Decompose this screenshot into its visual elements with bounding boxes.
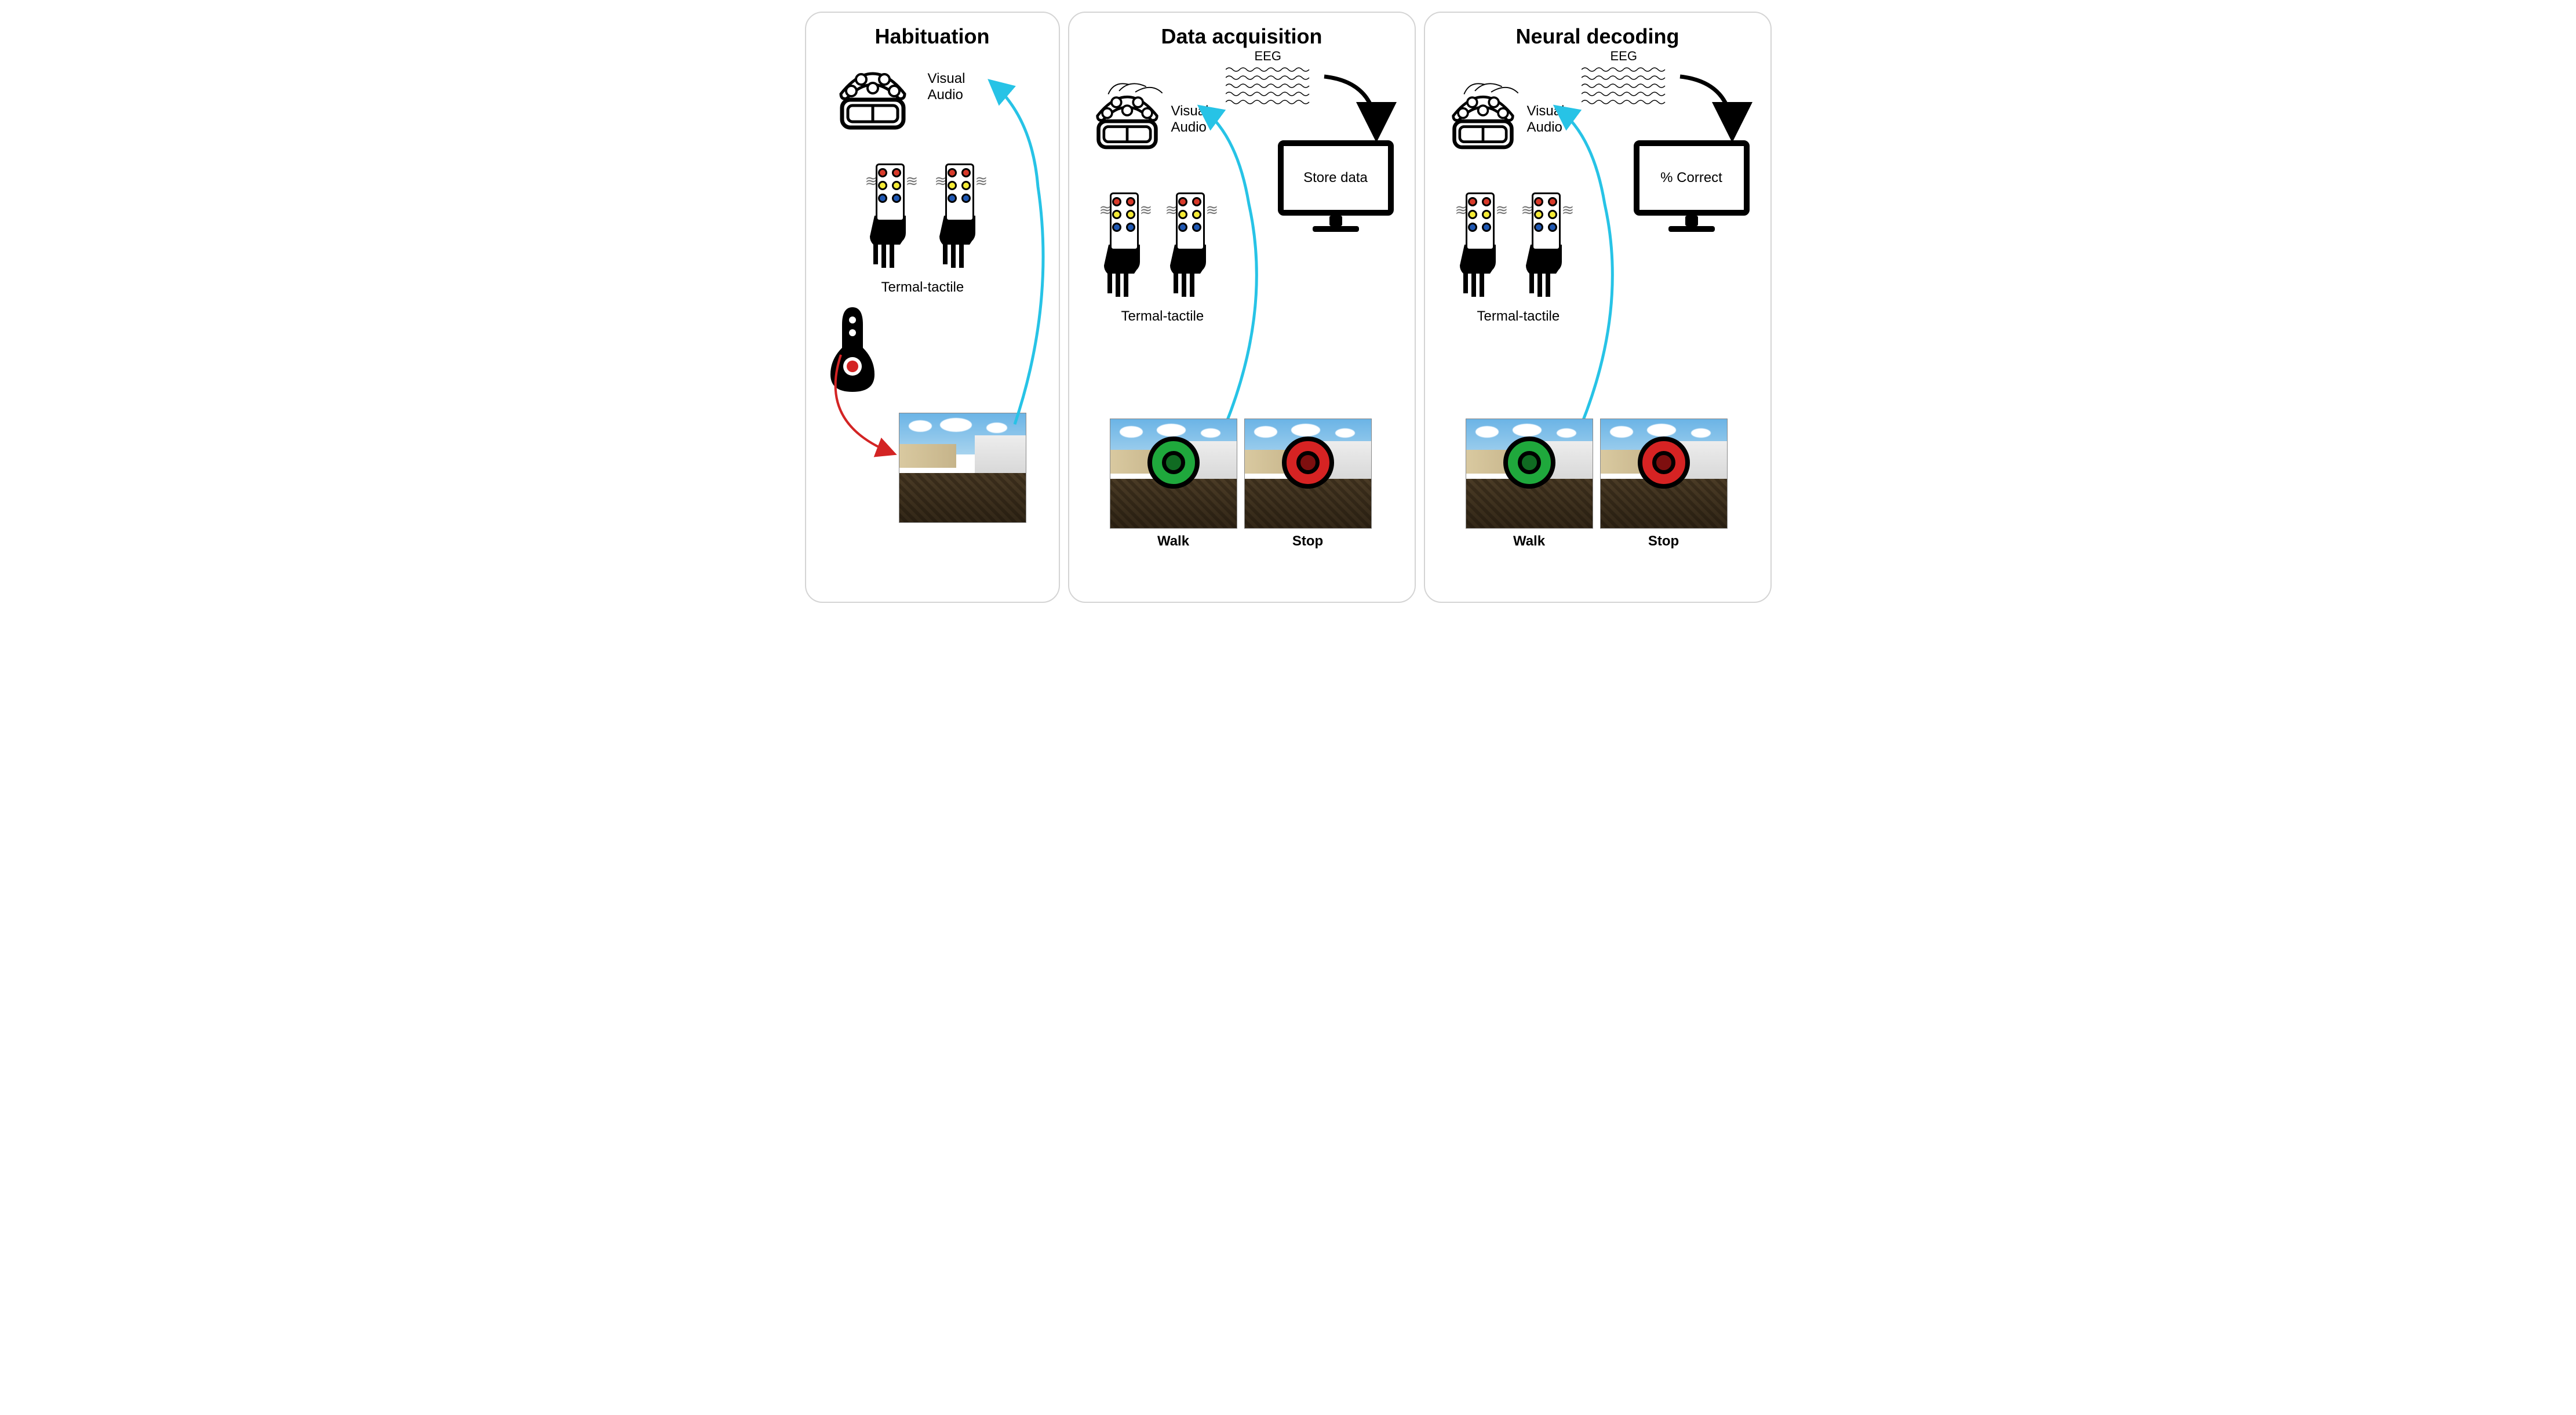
vr-scene-stop (1600, 419, 1728, 529)
walk-cue-icon (1503, 436, 1555, 489)
walk-label: Walk (1157, 533, 1189, 550)
panel-title: Habituation (875, 24, 990, 49)
termal-tactile-label: Termal-tactile (881, 279, 964, 296)
walk-cue-icon (1147, 436, 1200, 489)
stop-label: Stop (1292, 533, 1323, 550)
walk-label: Walk (1513, 533, 1545, 550)
monitor-icon: % Correct (1628, 140, 1755, 245)
vr-scene-walk (1466, 419, 1593, 529)
arm-left-icon: ≋≋ (1454, 192, 1506, 297)
panel-habituation: Habituation Visual Audio ≋≋ (805, 12, 1060, 603)
panel-acquisition: Data acquisition Visual Audio EEG (1068, 12, 1416, 603)
stop-label: Stop (1648, 533, 1679, 550)
eeg-arrow (1313, 65, 1400, 146)
arm-cuffs: ≋≋ ≋≋ (1098, 192, 1216, 297)
controller-arrow (824, 337, 928, 482)
arm-cuffs: ≋≋ ≋≋ (1454, 192, 1572, 297)
panel-title: Data acquisition (1161, 24, 1322, 49)
monitor-icon: Store data (1272, 140, 1400, 245)
feedback-arrow (980, 71, 1061, 436)
vr-scene-row: Walk Stop (1466, 419, 1728, 550)
headset-icon (829, 59, 916, 134)
vr-scene-row: Walk Stop (1110, 419, 1372, 550)
arm-left-icon: ≋≋ (864, 163, 916, 268)
visual-audio-label: Visual Audio (928, 71, 965, 103)
panel-title: Neural decoding (1515, 24, 1679, 49)
vr-scene-stop (1244, 419, 1372, 529)
monitor-text: % Correct (1660, 170, 1722, 185)
panel-decoding: Neural decoding Visual Audio EEG (1424, 12, 1772, 603)
arm-right-icon: ≋≋ (934, 163, 986, 268)
headset-icon (1087, 82, 1168, 155)
vr-scene-walk (1110, 419, 1237, 529)
arm-left-icon: ≋≋ (1098, 192, 1150, 297)
eeg-label: EEG (1255, 49, 1281, 64)
headset-icon (1442, 82, 1524, 155)
eeg-arrow (1668, 65, 1755, 146)
termal-tactile-label: Termal-tactile (1121, 308, 1204, 325)
eeg-label: EEG (1611, 49, 1637, 64)
stop-cue-icon (1638, 436, 1690, 489)
arm-cuffs: ≋≋ ≋≋ (864, 163, 986, 268)
termal-tactile-label: Termal-tactile (1477, 308, 1560, 325)
stop-cue-icon (1282, 436, 1334, 489)
monitor-text: Store data (1303, 170, 1368, 185)
